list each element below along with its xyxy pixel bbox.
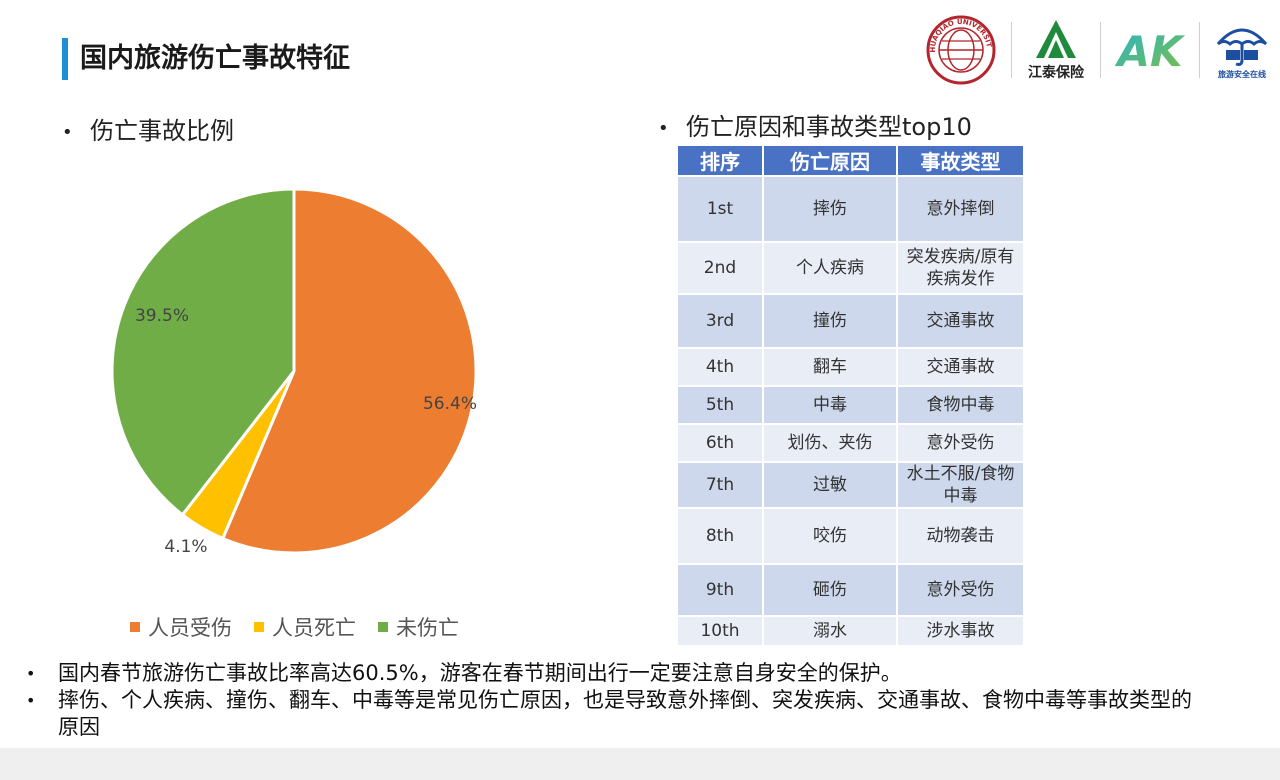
cause-cell: 个人疾病	[762, 241, 898, 295]
legend-item: 人员受伤	[130, 612, 232, 642]
jiangtai-mountain-icon	[1036, 20, 1076, 58]
bullet-icon: •	[26, 691, 36, 710]
type-cell: 意外摔倒	[896, 175, 1025, 243]
rank-cell: 6th	[676, 423, 764, 463]
bullet-icon: •	[658, 117, 669, 139]
pie-slice	[110, 187, 296, 517]
table-row: 8th 咬伤 动物袭击	[676, 507, 1025, 565]
travel-safety-logo-label: 旅游安全在线	[1218, 70, 1266, 79]
cause-cell: 咬伤	[762, 507, 898, 565]
type-cell: 水土不服/食物中毒	[896, 461, 1025, 509]
table-row: 5th 中毒 食物中毒	[676, 385, 1025, 425]
umbrella-icon	[1216, 28, 1268, 66]
cause-cell: 翻车	[762, 347, 898, 387]
table-row: 2nd 个人疾病 突发疾病/原有疾病发作	[676, 241, 1025, 295]
legend-swatch	[130, 622, 140, 632]
pie-section-text: 伤亡事故比例	[90, 117, 234, 145]
travel-safety-logo: 旅游安全在线	[1214, 20, 1270, 80]
svg-text:AK: AK	[1115, 27, 1185, 74]
logo-divider	[1199, 22, 1200, 78]
rank-cell: 8th	[676, 507, 764, 565]
type-cell: 食物中毒	[896, 385, 1025, 425]
cause-cell: 摔伤	[762, 175, 898, 243]
page-title: 国内旅游伤亡事故特征	[80, 43, 350, 74]
logo-divider	[1100, 22, 1101, 78]
chart-legend: 人员受伤 人员死亡 未伤亡	[130, 612, 459, 642]
column-header: 排序	[676, 144, 764, 177]
rank-cell: 3rd	[676, 293, 764, 349]
title-accent-bar	[62, 38, 68, 80]
cause-cell: 过敏	[762, 461, 898, 509]
rank-cell: 9th	[676, 563, 764, 617]
rank-cell: 1st	[676, 175, 764, 243]
type-cell: 交通事故	[896, 347, 1025, 387]
university-logo: HUAQIAO UNIVERSITY	[925, 14, 997, 86]
table-section-text: 伤亡原因和事故类型top10	[686, 113, 972, 141]
summary-text: 国内春节旅游伤亡事故比率高达60.5%，游客在春节期间出行一定要注意自身安全的保…	[58, 661, 902, 685]
rank-cell: 10th	[676, 615, 764, 647]
rank-cell: 5th	[676, 385, 764, 425]
legend-item: 人员死亡	[254, 612, 356, 642]
table-row: 4th 翻车 交通事故	[676, 347, 1025, 387]
column-header: 伤亡原因	[762, 144, 898, 177]
type-cell: 涉水事故	[896, 615, 1025, 647]
pie-slice	[220, 187, 478, 555]
summary-bullet: • 摔伤、个人疾病、撞伤、翻车、中毒等是常见伤亡原因，也是导致意外摔倒、突发疾病…	[26, 687, 1206, 741]
pie-chart: 56.4% 4.1% 39.5%	[90, 170, 510, 590]
column-header: 事故类型	[896, 144, 1025, 177]
table-row: 7th 过敏 水土不服/食物中毒	[676, 461, 1025, 509]
rank-cell: 7th	[676, 461, 764, 509]
legend-swatch	[254, 622, 264, 632]
summary-bullet: • 国内春节旅游伤亡事故比率高达60.5%，游客在春节期间出行一定要注意自身安全…	[26, 660, 1206, 687]
ak-logo: AK	[1115, 26, 1185, 74]
university-seal-icon: HUAQIAO UNIVERSITY	[925, 14, 996, 85]
pie-value-label: 56.4%	[423, 394, 477, 414]
table-header-row: 排序 伤亡原因 事故类型	[676, 144, 1025, 177]
table-section-label: • 伤亡原因和事故类型top10	[658, 107, 972, 142]
jiangtai-logo: 江泰保险	[1026, 18, 1086, 82]
table-row: 9th 砸伤 意外受伤	[676, 563, 1025, 617]
legend-label: 未伤亡	[396, 616, 459, 640]
cause-cell: 砸伤	[762, 563, 898, 617]
type-cell: 突发疾病/原有疾病发作	[896, 241, 1025, 295]
top10-table: 排序 伤亡原因 事故类型 1st 摔伤 意外摔倒 2nd 个人疾病 突发疾病/原有疾病发作…	[676, 144, 1025, 647]
cause-cell: 划伤、夹伤	[762, 423, 898, 463]
type-cell: 交通事故	[896, 293, 1025, 349]
table-row: 1st 摔伤 意外摔倒	[676, 175, 1025, 243]
bullet-icon: •	[62, 121, 73, 143]
type-cell: 意外受伤	[896, 423, 1025, 463]
legend-item: 未伤亡	[378, 612, 459, 642]
pie-section-label: • 伤亡事故比例	[62, 111, 234, 146]
type-cell: 意外受伤	[896, 563, 1025, 617]
bullet-icon: •	[26, 664, 36, 683]
pie-value-label: 39.5%	[135, 306, 189, 326]
legend-label: 人员受伤	[148, 616, 232, 640]
rank-cell: 2nd	[676, 241, 764, 295]
ak-logo-icon: AK	[1115, 27, 1185, 74]
table-row: 6th 划伤、夹伤 意外受伤	[676, 423, 1025, 463]
jiangtai-logo-label: 江泰保险	[1028, 65, 1084, 81]
footer-band	[0, 748, 1280, 780]
pie-value-label: 4.1%	[164, 537, 207, 557]
table-row: 10th 溺水 涉水事故	[676, 615, 1025, 647]
cause-cell: 撞伤	[762, 293, 898, 349]
table-row: 3rd 撞伤 交通事故	[676, 293, 1025, 349]
summary-bullets: • 国内春节旅游伤亡事故比率高达60.5%，游客在春节期间出行一定要注意自身安全…	[26, 660, 1206, 741]
rank-cell: 4th	[676, 347, 764, 387]
legend-label: 人员死亡	[272, 616, 356, 640]
logo-strip: HUAQIAO UNIVERSITY 江泰保险 AK	[925, 12, 1270, 88]
legend-swatch	[378, 622, 388, 632]
cause-cell: 溺水	[762, 615, 898, 647]
summary-text: 摔伤、个人疾病、撞伤、翻车、中毒等是常见伤亡原因，也是导致意外摔倒、突发疾病、交…	[58, 688, 1192, 739]
cause-cell: 中毒	[762, 385, 898, 425]
logo-divider	[1011, 22, 1012, 78]
type-cell: 动物袭击	[896, 507, 1025, 565]
